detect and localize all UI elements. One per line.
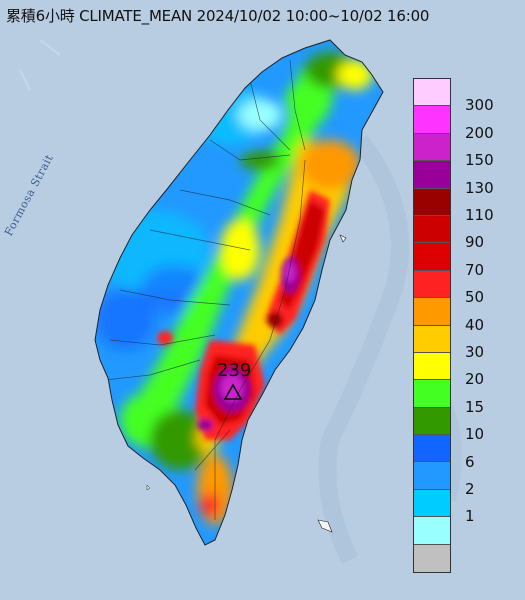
legend-label: 200	[465, 123, 494, 142]
legend-swatch	[414, 462, 450, 490]
legend-label: 50	[465, 288, 485, 307]
legend-label: 90	[465, 233, 485, 252]
county-boundaries	[104, 59, 306, 520]
max-station-value: 239	[217, 360, 252, 381]
orchid-island	[317, 519, 333, 533]
legend-swatch	[414, 517, 450, 545]
legend-label: 40	[465, 315, 485, 334]
coastline	[94, 39, 384, 546]
legend-label: 70	[465, 260, 485, 279]
legend-swatch	[414, 215, 450, 244]
legend-swatch	[414, 161, 450, 189]
legend-label: 130	[465, 178, 494, 197]
legend-swatch	[414, 243, 450, 271]
rainfall-field	[95, 52, 373, 525]
legend-swatch	[414, 407, 450, 436]
legend-label: 30	[465, 343, 485, 361]
legend-swatch	[414, 133, 450, 162]
legend-swatch	[414, 106, 450, 134]
map-title: 累積6小時 CLIMATE_MEAN 2024/10/02 10:00~10/0…	[6, 7, 430, 25]
legend-label: 10	[465, 425, 485, 444]
legend-label: 1	[465, 507, 475, 526]
legend-swatch	[414, 270, 450, 299]
legend-label: 150	[465, 151, 494, 170]
color-legend	[413, 78, 451, 574]
legend-swatch	[414, 188, 450, 216]
legend-swatch	[414, 380, 450, 408]
triangle-icon	[223, 383, 243, 400]
legend-swatch	[414, 544, 450, 573]
legend-label: 2	[465, 480, 475, 498]
legend-label: 20	[465, 370, 485, 389]
legend-label: 6	[465, 452, 475, 471]
legend-swatch	[414, 489, 450, 518]
legend-label: 300	[465, 96, 494, 115]
legend-label: 15	[465, 397, 485, 416]
legend-swatch	[414, 352, 450, 381]
legend-swatch	[414, 79, 450, 107]
legend-swatch	[414, 435, 450, 463]
legend-swatch	[414, 325, 450, 353]
legend-swatch	[414, 298, 450, 326]
legend-label: 110	[465, 206, 494, 224]
